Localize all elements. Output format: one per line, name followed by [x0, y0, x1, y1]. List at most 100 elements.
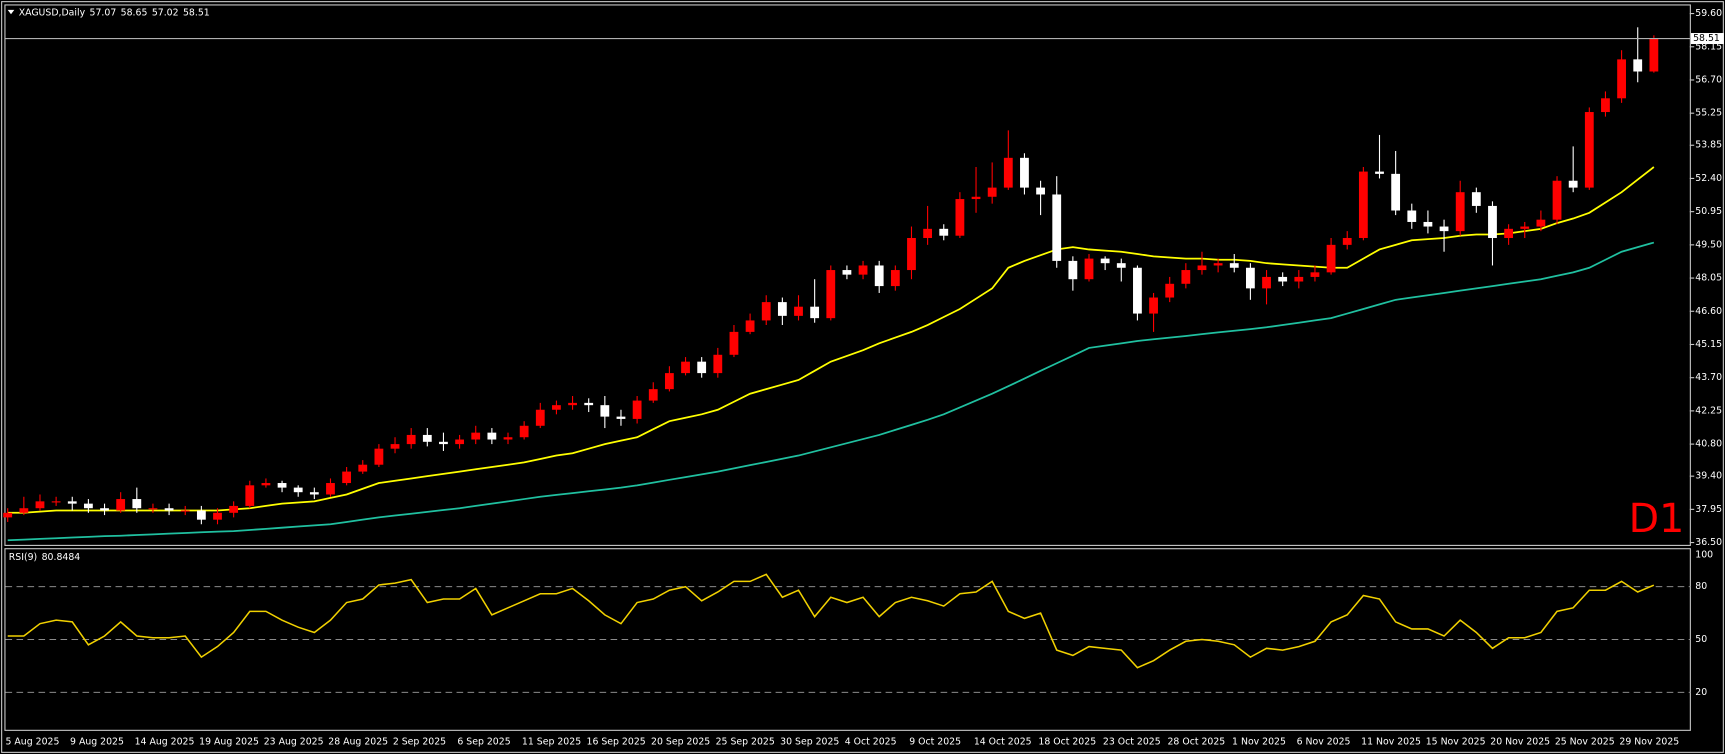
candle-body — [1326, 244, 1336, 273]
candle-body — [777, 302, 787, 316]
candle-body — [1020, 157, 1029, 188]
price-label: 58.51 — [1693, 33, 1720, 44]
x-tick-label: 11 Nov 2025 — [1361, 736, 1421, 747]
candle-body — [261, 483, 271, 486]
y-tick-label: 50.95 — [1695, 206, 1722, 217]
candle-body — [552, 405, 561, 410]
candle-body — [293, 487, 303, 493]
candle-body — [196, 510, 206, 520]
timeframe-label: D1 — [1629, 496, 1685, 542]
x-tick-label: 2 Sep 2025 — [393, 736, 446, 747]
candle-body — [1568, 180, 1578, 188]
candle-body — [1584, 112, 1594, 188]
candle-body — [132, 499, 142, 509]
candle-body — [907, 237, 916, 271]
candle-body — [874, 265, 884, 287]
y-tick-label: 49.50 — [1695, 239, 1722, 250]
candle-body — [697, 361, 707, 374]
candle-body — [858, 265, 868, 275]
candle-body — [794, 306, 803, 316]
low-value: 57.02 — [152, 7, 179, 18]
x-tick-label: 16 Sep 2025 — [587, 736, 646, 747]
x-tick-label: 29 Nov 2025 — [1619, 736, 1679, 747]
candle-body — [745, 320, 755, 332]
candle-body — [1391, 173, 1401, 211]
candle-body — [584, 402, 594, 406]
candle-body — [939, 228, 949, 236]
candle-body — [471, 432, 481, 440]
candle-body — [1229, 263, 1239, 268]
rsi-title: RSI(9) — [9, 551, 37, 562]
candle-body — [729, 331, 739, 355]
x-tick-label: 6 Nov 2025 — [1297, 736, 1351, 747]
x-tick-label: 15 Nov 2025 — [1426, 736, 1486, 747]
x-tick-label: 28 Aug 2025 — [328, 736, 388, 747]
candle-body — [358, 464, 368, 472]
rsi-value: 80.8484 — [42, 551, 81, 562]
x-tick-label: 18 Oct 2025 — [1038, 736, 1096, 747]
candle-body — [148, 508, 158, 510]
candle-body — [681, 361, 690, 374]
candle-body — [713, 354, 723, 374]
candle-body — [616, 416, 626, 419]
candle-body — [1504, 228, 1514, 238]
candle-body — [51, 501, 61, 503]
y-tick-label: 100 — [1695, 549, 1713, 560]
x-tick-label: 9 Aug 2025 — [70, 736, 124, 747]
candle-body — [664, 373, 674, 390]
chart-header: XAGUSD,Daily 57.07 58.65 57.02 58.51 — [19, 7, 210, 18]
menu-triangle[interactable] — [7, 9, 15, 15]
x-tick-label: 25 Sep 2025 — [716, 736, 775, 747]
y-tick-label: 20 — [1695, 687, 1707, 698]
candle-body — [164, 508, 174, 511]
moving-average-line — [7, 241, 1655, 542]
candle-body — [422, 434, 432, 442]
candle-body — [1649, 38, 1659, 72]
y-tick-label: 56.70 — [1695, 74, 1722, 85]
candle-body — [1052, 194, 1062, 261]
x-tick-label: 20 Sep 2025 — [651, 736, 710, 747]
candle-body — [955, 199, 965, 236]
candle-body — [1536, 219, 1546, 227]
candle-body — [439, 441, 448, 445]
candle-body — [842, 270, 852, 275]
y-tick-label: 58.15 — [1695, 41, 1722, 52]
y-tick-label: 50 — [1695, 634, 1707, 645]
main-pane-frame — [4, 4, 1691, 546]
candle-body — [35, 501, 45, 509]
candle-body — [213, 512, 222, 520]
price-label-box — [1690, 33, 1724, 45]
candle-body — [1488, 205, 1497, 238]
candle-body — [342, 471, 352, 484]
x-tick-label: 28 Oct 2025 — [1167, 736, 1225, 747]
candle-body — [19, 508, 29, 513]
moving-average-line — [7, 166, 1655, 514]
x-tick-label: 4 Oct 2025 — [845, 736, 897, 747]
candle-body — [761, 302, 771, 321]
candle-body — [1439, 226, 1449, 232]
candle-body — [1181, 270, 1191, 284]
candle-body — [277, 483, 287, 488]
candle-body — [180, 510, 190, 512]
candle-body — [1262, 276, 1271, 289]
candle-body — [455, 439, 464, 445]
x-tick-label: 14 Aug 2025 — [135, 736, 195, 747]
y-tick-label: 52.40 — [1695, 173, 1722, 184]
x-tick-label: 25 Nov 2025 — [1555, 736, 1615, 747]
x-tick-label: 20 Nov 2025 — [1490, 736, 1550, 747]
candle-body — [100, 508, 109, 511]
candle-body — [67, 501, 77, 504]
x-tick-label: 5 Aug 2025 — [6, 736, 60, 747]
candle-body — [1149, 297, 1158, 314]
y-tick-label: 46.60 — [1695, 306, 1722, 317]
x-tick-label: 14 Oct 2025 — [974, 736, 1032, 747]
candle-body — [810, 306, 820, 319]
candle-body — [1310, 272, 1320, 277]
candle-body — [503, 437, 513, 440]
y-tick-label: 53.85 — [1695, 140, 1722, 151]
candle-body — [326, 483, 335, 495]
